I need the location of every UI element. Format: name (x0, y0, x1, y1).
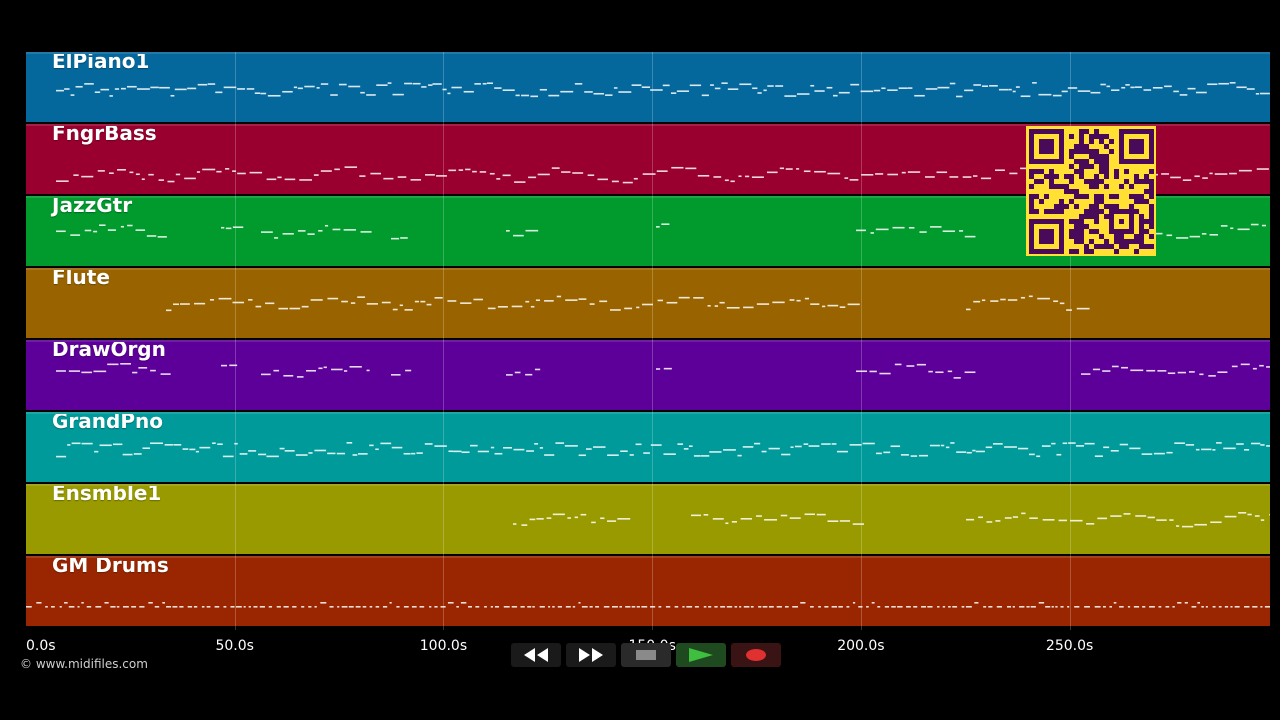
track-gm-drums[interactable]: GM Drums (26, 556, 1270, 626)
rewind-button[interactable] (511, 642, 561, 667)
fast-forward-icon (579, 647, 603, 662)
track-name: ElPiano1 (52, 52, 150, 73)
time-gridline (860, 52, 862, 630)
time-tick: 250.0s (1045, 638, 1094, 654)
play-icon (689, 647, 713, 662)
time-gridline (1069, 52, 1071, 630)
time-tick: 200.0s (837, 638, 885, 654)
fast-forward-button[interactable] (566, 642, 616, 667)
track-draworgn[interactable]: DrawOrgn (26, 340, 1270, 410)
time-gridline (443, 52, 445, 630)
copyright-text: © www.midifiles.com (20, 657, 148, 671)
note-roll (56, 363, 1270, 379)
play-button[interactable] (676, 642, 726, 667)
track-ensmble1[interactable]: Ensmble1 (26, 484, 1270, 554)
transport-controls (511, 642, 786, 667)
time-gridline (652, 52, 654, 630)
record-button[interactable] (731, 642, 781, 667)
note-roll (166, 295, 1090, 312)
note-roll (56, 223, 1267, 240)
rewind-icon (524, 647, 548, 662)
stop-button[interactable] (621, 642, 671, 667)
track-name: GM Drums (52, 556, 169, 577)
record-icon (746, 648, 766, 661)
qr-code (1026, 126, 1156, 256)
track-name: DrawOrgn (52, 340, 166, 361)
time-tick: 50.0s (215, 638, 254, 654)
qr-code-pattern (1029, 129, 1154, 254)
track-grandpno[interactable]: GrandPno (26, 412, 1270, 482)
track-elpiano1[interactable]: ElPiano1 (26, 52, 1270, 122)
track-name: Flute (52, 268, 110, 289)
time-tick: 100.0s (419, 638, 468, 654)
time-tick: 0.0s (26, 638, 56, 654)
note-roll (513, 512, 1270, 528)
note-roll (56, 442, 1270, 458)
time-gridline (234, 52, 236, 630)
track-name: Ensmble1 (52, 484, 162, 505)
track-name: FngrBass (52, 124, 157, 145)
track-name: JazzGtr (52, 196, 133, 217)
track-timeline[interactable]: ElPiano1 FngrBass JazzGtr Flute DrawOrgn… (26, 52, 1270, 630)
note-roll (56, 82, 1270, 98)
track-name: GrandPno (52, 412, 163, 433)
note-roll (26, 602, 1270, 608)
track-flute[interactable]: Flute (26, 268, 1270, 338)
stop-icon (636, 649, 656, 660)
